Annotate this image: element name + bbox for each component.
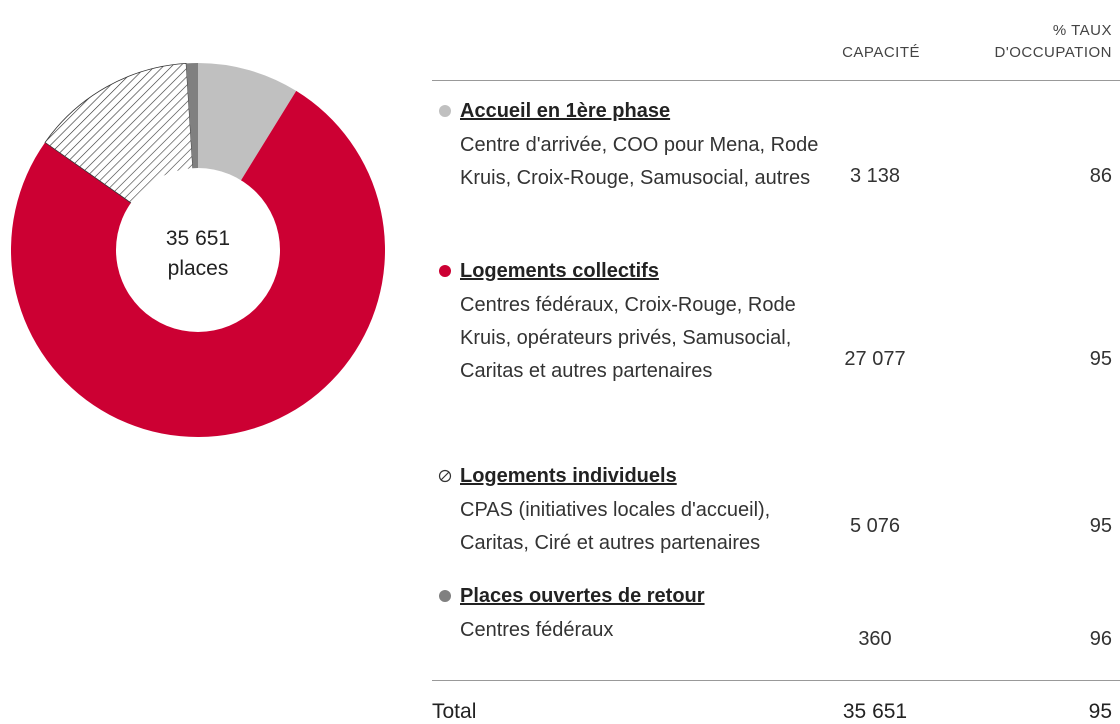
total-rule	[432, 680, 1120, 681]
legend-bullet	[439, 265, 451, 277]
capacity: 5 076	[849, 515, 901, 537]
occupancy: 96	[1089, 627, 1112, 650]
total-capacity: 35 651	[842, 700, 908, 723]
center-sublabel: places	[168, 257, 229, 280]
capacity: 27 077	[844, 347, 906, 370]
legend-bullet	[439, 105, 451, 117]
legend-bullet	[438, 469, 452, 483]
center-label: 35 651	[166, 227, 230, 250]
legend-hatch	[440, 471, 450, 481]
category-name: Logements collectifs	[460, 260, 659, 282]
category-description: Centre d'arrivée, COO pour Mena, Rode Kr…	[460, 134, 819, 189]
table-row: Logements individuels CPAS (initiatives l…	[432, 460, 1120, 560]
occupancy: 95	[1089, 347, 1112, 370]
capacity: 360	[858, 627, 892, 650]
total-occupancy: 95	[1088, 700, 1112, 723]
occupancy: 86	[1089, 165, 1112, 187]
capacity-header: CAPACITÉ	[842, 44, 920, 61]
legend-bullet	[439, 590, 451, 602]
legend-swatch	[439, 105, 451, 117]
category-description: Centres fédéraux, Croix-Rouge, Rode Krui…	[460, 294, 796, 382]
total-label: Total	[432, 700, 477, 723]
category-description: CPAS (initiatives locales d'accueil), Ca…	[460, 499, 771, 554]
category-name: Accueil en 1ère phase	[460, 100, 671, 122]
table-row: Accueil en 1ère phase Centre d'arrivée, C…	[432, 95, 1120, 225]
table-row: Places ouvertes de retour Centres fédérau…	[432, 580, 1120, 665]
table-row: Logements collectifs Centres fédéraux, Cr…	[432, 255, 1120, 430]
occupancy-header: % TAUX D'OCCUPATION	[994, 22, 1112, 61]
donut-chart: 35 651 places	[10, 62, 386, 437]
category-description: Centres fédéraux	[460, 619, 614, 641]
capacity: 3 138	[849, 165, 901, 187]
category-name: Places ouvertes de retour	[460, 585, 705, 607]
category-name: Logements individuels	[460, 465, 677, 487]
legend-swatch	[439, 590, 451, 602]
donut-hole	[116, 168, 280, 332]
header-rule	[432, 80, 1120, 81]
legend-swatch	[439, 265, 451, 277]
occupancy: 95	[1089, 515, 1112, 537]
